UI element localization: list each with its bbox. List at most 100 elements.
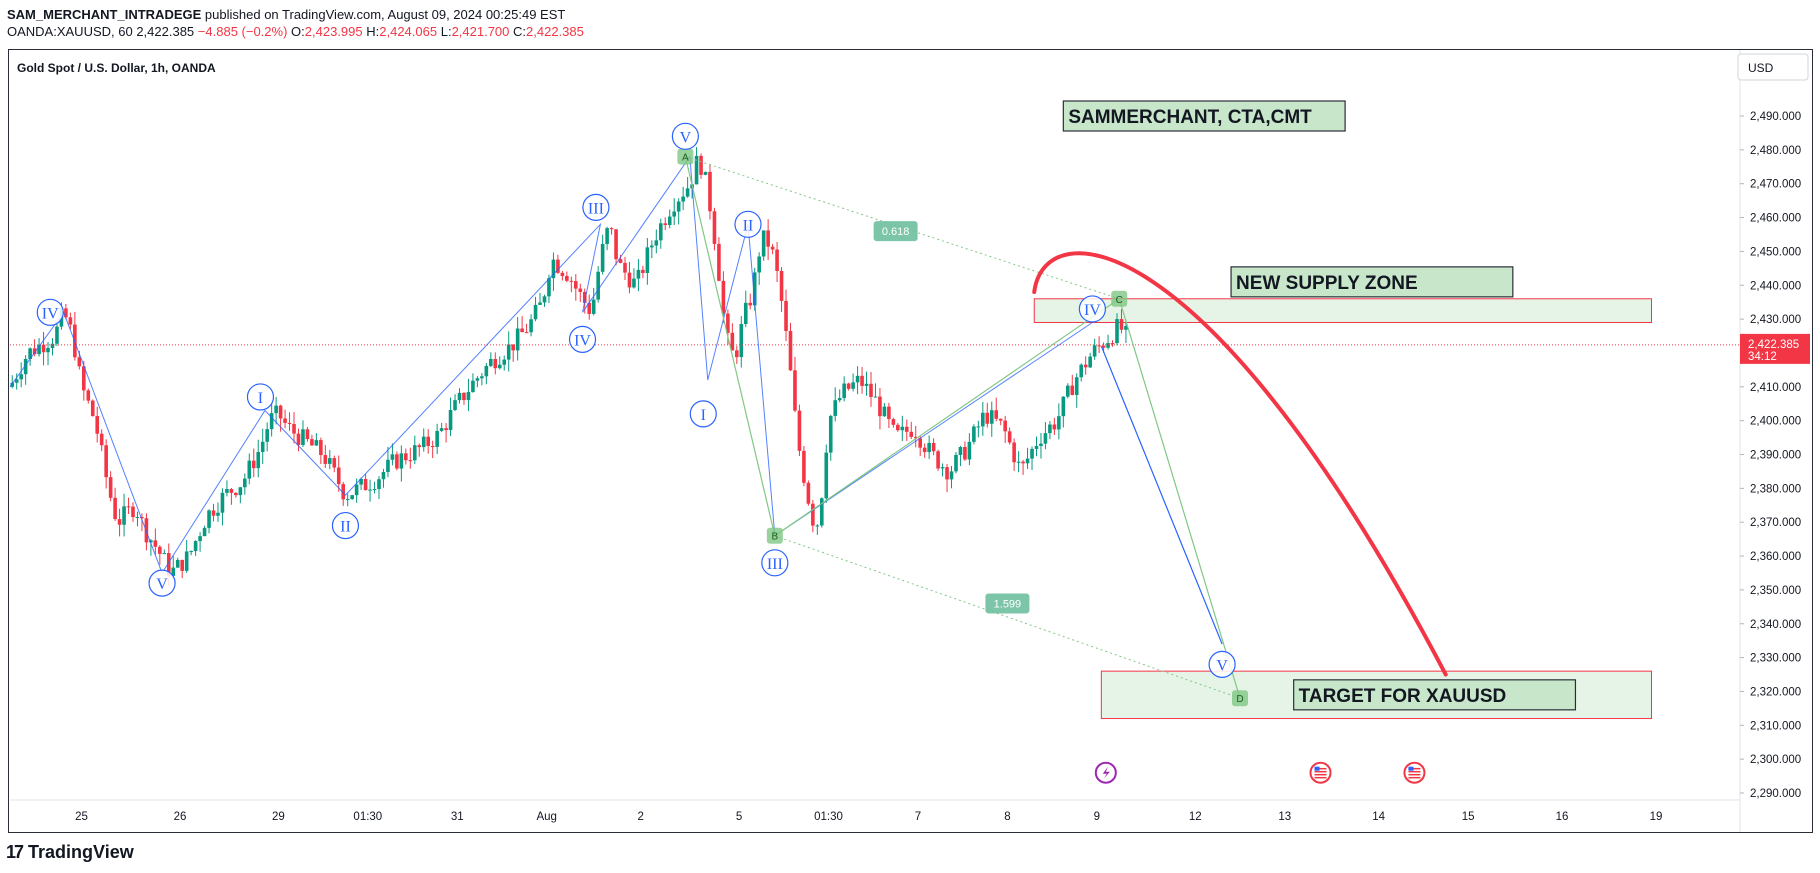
candle-body	[292, 424, 296, 434]
projection-line	[1100, 345, 1223, 645]
close-value: 2,422.385	[526, 24, 584, 39]
candle-body	[524, 332, 529, 334]
candle-body	[444, 428, 448, 431]
candle-body	[238, 487, 243, 496]
candle-body	[529, 319, 533, 333]
tradingview-logo-icon: 17	[6, 842, 24, 862]
candle-body	[32, 348, 37, 355]
candle-body	[175, 559, 180, 568]
candle-body	[301, 429, 305, 445]
candle-body	[1034, 446, 1039, 449]
wave-label-circle	[582, 193, 610, 221]
us-flag-icon[interactable]	[1309, 761, 1332, 784]
chart-title: Gold Spot / U.S. Dollar, 1h, OANDA	[17, 61, 216, 75]
candle-body	[229, 489, 234, 493]
y-tick-label: 2,400.000	[1750, 416, 1801, 428]
candle-body	[220, 492, 225, 513]
candle-body	[287, 422, 292, 425]
candle-body	[587, 302, 592, 314]
candle-body	[1092, 345, 1097, 357]
candle-body	[90, 400, 95, 417]
candle-body	[314, 440, 319, 446]
candle-body	[708, 171, 712, 212]
candle-body	[945, 467, 949, 480]
supply-label-box	[1230, 266, 1514, 298]
candle-body	[784, 300, 788, 331]
us-flag-icon[interactable]	[1403, 761, 1426, 784]
author-name[interactable]: SAM_MERCHANT_INTRADEGE	[7, 7, 202, 22]
candle-body	[752, 272, 757, 306]
y-tick-label: 2,370.000	[1750, 517, 1801, 529]
candle-body	[775, 249, 779, 271]
candle-body	[1052, 424, 1057, 430]
candle-body	[846, 383, 851, 389]
candle-body	[891, 419, 896, 425]
candle-body	[676, 201, 681, 212]
wave-label: V	[680, 129, 692, 146]
candle-body	[108, 477, 113, 498]
candle-body	[913, 436, 918, 439]
candle-body	[717, 243, 721, 281]
x-tick-label: 26	[174, 811, 187, 823]
candle-body	[341, 484, 346, 500]
candle-body	[158, 546, 162, 554]
candle-body	[140, 516, 144, 519]
candle-body	[475, 378, 480, 381]
candle-body	[909, 431, 914, 437]
harmonic-point-marker	[1232, 690, 1248, 707]
candle-body	[632, 278, 636, 288]
candle-body	[833, 400, 838, 416]
candle-body	[815, 525, 820, 527]
candle-body	[354, 484, 359, 496]
wave-label: IV	[42, 305, 59, 322]
wave-label-circle	[148, 569, 176, 597]
candle-body	[359, 478, 363, 485]
high-label: H:	[366, 24, 380, 39]
candle-body	[1021, 461, 1025, 464]
y-tick-label: 2,470.000	[1750, 179, 1801, 191]
candle-body	[609, 228, 614, 230]
candle-body	[430, 445, 435, 447]
candle-body	[256, 451, 261, 469]
price-axis: 2,290.000 2,300.000 2,310.000 2,320.000 2,33…	[10, 50, 1810, 832]
candle-body	[985, 412, 990, 424]
us-flag-canton	[1408, 766, 1414, 771]
candle-body	[793, 370, 797, 411]
candle-body	[14, 379, 19, 383]
wave-label: II	[340, 519, 351, 536]
chart-frame[interactable]	[8, 49, 1813, 833]
currency-button[interactable]: USD	[1737, 53, 1809, 81]
candle-body	[95, 416, 100, 434]
candle-body	[811, 503, 815, 526]
candle-body	[949, 471, 954, 480]
candle-body	[963, 447, 967, 460]
price-change: −4.885 (−0.2%)	[197, 24, 288, 39]
x-tick-label: 5	[736, 811, 742, 823]
wave-label-circle	[36, 298, 64, 326]
candle-body	[131, 506, 135, 518]
candle-body	[757, 256, 761, 273]
candle-body	[511, 344, 515, 351]
candle-body	[435, 430, 439, 447]
footer-brand[interactable]: 17 TradingView	[6, 842, 134, 863]
lightning-icon-bolt	[1102, 766, 1110, 779]
candle-body	[82, 366, 86, 391]
wave-label: IV	[1084, 302, 1101, 319]
y-tick-label: 2,390.000	[1750, 450, 1801, 462]
fib-ratio-label: 1.599	[994, 598, 1022, 610]
candle-body	[153, 540, 158, 547]
candle-body	[940, 467, 945, 469]
candle-body	[184, 551, 189, 571]
x-tick-label: 9	[1094, 811, 1100, 823]
ohlc-line: OANDA:XAUUSD, 60 2,422.385 −4.885 (−0.2%…	[7, 23, 584, 40]
wave-label: V	[1216, 657, 1228, 674]
candle-body	[806, 482, 811, 504]
candle-body	[976, 426, 981, 428]
time-axis: 25 26 29 01:30 31 Aug 2 5 01:30 7 8 9 12 13 14 15 16 19	[75, 811, 1662, 823]
candle-body	[1088, 356, 1092, 368]
projected-path-arc	[1032, 251, 1448, 677]
candle-body	[1057, 416, 1061, 430]
candle-body	[189, 551, 193, 553]
candle-body	[50, 343, 55, 348]
